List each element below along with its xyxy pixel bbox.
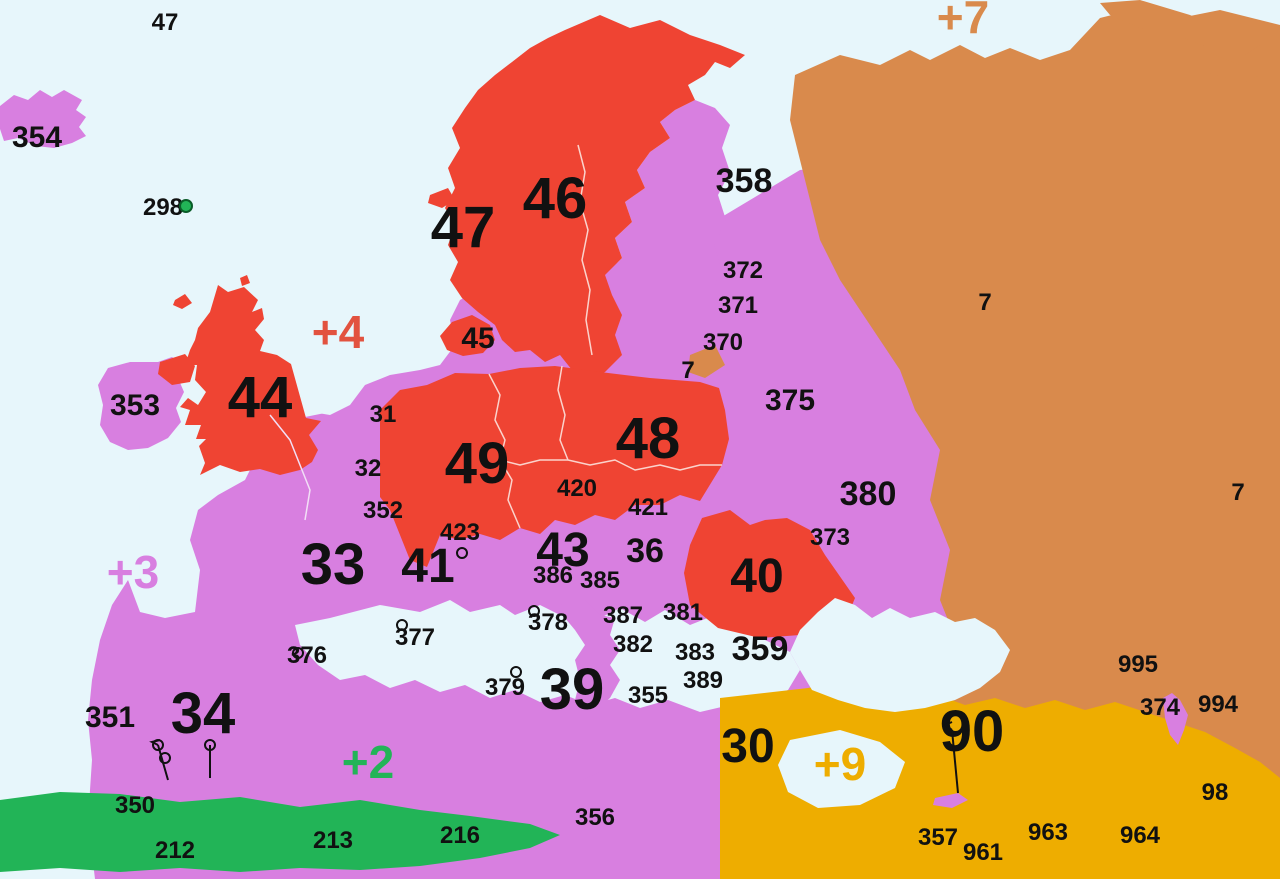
svg-text:373: 373 (810, 524, 850, 551)
svg-text:47: 47 (152, 9, 179, 36)
svg-text:389: 389 (683, 667, 723, 694)
svg-text:385: 385 (580, 567, 620, 594)
svg-text:31: 31 (370, 401, 397, 428)
svg-text:370: 370 (703, 329, 743, 356)
svg-text:36: 36 (626, 532, 664, 570)
svg-text:212: 212 (155, 837, 195, 864)
svg-text:32: 32 (355, 455, 382, 482)
svg-text:354: 354 (12, 121, 62, 154)
svg-text:33: 33 (301, 532, 366, 597)
svg-text:+2: +2 (342, 736, 394, 788)
svg-text:423: 423 (440, 519, 480, 546)
svg-text:7: 7 (978, 289, 991, 316)
svg-text:46: 46 (523, 166, 588, 231)
svg-text:358: 358 (716, 162, 773, 200)
svg-text:421: 421 (628, 494, 668, 521)
svg-text:+7: +7 (937, 0, 989, 43)
svg-text:387: 387 (603, 602, 643, 629)
svg-text:48: 48 (616, 406, 681, 471)
svg-text:90: 90 (940, 699, 1005, 764)
svg-text:216: 216 (440, 822, 480, 849)
svg-text:+3: +3 (107, 546, 159, 598)
svg-text:359: 359 (732, 630, 789, 668)
svg-text:378: 378 (528, 609, 568, 636)
svg-text:49: 49 (445, 431, 510, 496)
svg-text:40: 40 (730, 550, 783, 603)
svg-text:7: 7 (1231, 479, 1244, 506)
svg-text:7: 7 (681, 357, 694, 384)
svg-text:963: 963 (1028, 819, 1068, 846)
svg-text:381: 381 (663, 599, 703, 626)
svg-text:961: 961 (963, 839, 1003, 866)
svg-text:375: 375 (765, 384, 815, 417)
svg-text:47: 47 (431, 195, 496, 260)
svg-text:98: 98 (1202, 779, 1229, 806)
svg-text:994: 994 (1198, 691, 1239, 718)
svg-text:383: 383 (675, 639, 715, 666)
svg-text:371: 371 (718, 292, 758, 319)
svg-text:355: 355 (628, 682, 668, 709)
svg-text:386: 386 (533, 562, 573, 589)
svg-text:44: 44 (228, 365, 293, 430)
svg-text:353: 353 (110, 389, 160, 422)
svg-text:30: 30 (721, 720, 774, 773)
svg-text:298: 298 (143, 194, 183, 221)
svg-text:379: 379 (485, 674, 525, 701)
svg-text:380: 380 (840, 475, 897, 513)
svg-text:964: 964 (1120, 822, 1161, 849)
svg-text:356: 356 (575, 804, 615, 831)
svg-text:374: 374 (1140, 694, 1181, 721)
svg-text:372: 372 (723, 257, 763, 284)
svg-text:+4: +4 (312, 306, 365, 358)
svg-text:+9: +9 (814, 738, 866, 790)
svg-text:352: 352 (363, 497, 403, 524)
svg-text:34: 34 (171, 681, 236, 746)
svg-text:41: 41 (401, 540, 454, 593)
svg-text:351: 351 (85, 701, 135, 734)
svg-text:350: 350 (115, 792, 155, 819)
svg-text:377: 377 (395, 624, 435, 651)
svg-text:382: 382 (613, 631, 653, 658)
svg-text:213: 213 (313, 827, 353, 854)
svg-text:39: 39 (540, 657, 605, 722)
svg-text:420: 420 (557, 475, 597, 502)
svg-text:995: 995 (1118, 651, 1158, 678)
svg-text:45: 45 (461, 322, 494, 355)
svg-text:357: 357 (918, 824, 958, 851)
